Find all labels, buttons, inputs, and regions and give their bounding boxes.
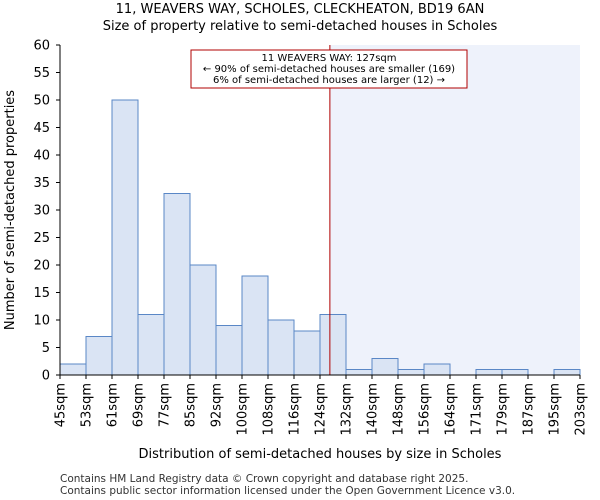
bar-69sqm bbox=[137, 314, 165, 376]
y-axis-label: Number of semi-detached properties bbox=[3, 90, 18, 330]
y-tick-label: 40 bbox=[33, 149, 50, 164]
x-tick-label: 124sqm bbox=[314, 383, 329, 436]
bar-61sqm bbox=[111, 99, 139, 376]
annotation-line-3: 6% of semi-detached houses are larger (1… bbox=[213, 75, 445, 86]
bar-132sqm bbox=[345, 369, 373, 376]
y-tick-label: 55 bbox=[33, 66, 50, 81]
bar-45sqm bbox=[59, 363, 87, 376]
x-tick-label: 187sqm bbox=[522, 383, 537, 436]
y-tick-label: 30 bbox=[33, 204, 50, 219]
chart-title: 11, WEAVERS WAY, SCHOLES, CLECKHEATON, B… bbox=[115, 2, 485, 17]
bar-171sqm bbox=[475, 369, 503, 376]
bar-85sqm bbox=[189, 264, 217, 376]
y-tick-label: 45 bbox=[33, 121, 50, 136]
bar-92sqm bbox=[215, 325, 243, 376]
bar-77sqm bbox=[163, 193, 191, 376]
x-tick-label: 69sqm bbox=[132, 383, 147, 427]
bar-53sqm bbox=[85, 336, 113, 376]
bar-124sqm bbox=[319, 314, 347, 376]
bar-116sqm bbox=[293, 330, 321, 376]
bar-148sqm bbox=[397, 369, 425, 376]
x-tick-label: 108sqm bbox=[262, 383, 277, 436]
y-tick-label: 5 bbox=[42, 341, 50, 356]
annotation-line-2: ← 90% of semi-detached houses are smalle… bbox=[203, 64, 455, 75]
x-tick-label: 77sqm bbox=[158, 383, 173, 427]
footer-copyright: Contains HM Land Registry data © Crown c… bbox=[60, 473, 469, 485]
bar-108sqm bbox=[267, 319, 295, 376]
annotation-box: 11 WEAVERS WAY: 127sqm ← 90% of semi-det… bbox=[190, 49, 468, 89]
larger-properties-region bbox=[329, 45, 580, 375]
x-tick-label: 195sqm bbox=[548, 383, 563, 436]
y-tick-label: 20 bbox=[33, 259, 50, 274]
x-tick-label: 61sqm bbox=[106, 383, 121, 427]
chart-subtitle: Size of property relative to semi-detach… bbox=[102, 19, 498, 34]
x-tick-label: 132sqm bbox=[340, 383, 355, 436]
x-tick-label: 156sqm bbox=[418, 383, 433, 436]
annotation-border bbox=[190, 49, 468, 89]
y-tick-label: 60 bbox=[33, 39, 50, 54]
bar-140sqm bbox=[371, 358, 399, 376]
x-tick-label: 100sqm bbox=[236, 383, 251, 436]
x-tick-label: 45sqm bbox=[54, 383, 69, 427]
x-tick-label: 85sqm bbox=[184, 383, 199, 427]
x-tick-label: 53sqm bbox=[80, 383, 95, 427]
y-tick-label: 50 bbox=[33, 94, 50, 109]
x-tick-label: 92sqm bbox=[210, 383, 225, 427]
x-tick-label: 148sqm bbox=[392, 383, 407, 436]
footer-licence: Contains public sector information licen… bbox=[60, 485, 516, 497]
x-axis-label: Distribution of semi-detached houses by … bbox=[139, 447, 502, 462]
x-tick-label: 203sqm bbox=[574, 383, 589, 436]
y-tick-label: 0 bbox=[42, 369, 50, 384]
x-tick-label: 171sqm bbox=[470, 383, 485, 436]
y-tick-label: 35 bbox=[33, 176, 50, 191]
x-tick-label: 140sqm bbox=[366, 383, 381, 436]
bar-179sqm bbox=[501, 369, 529, 376]
bar-100sqm bbox=[241, 275, 269, 376]
x-tick-label: 179sqm bbox=[496, 383, 511, 436]
y-tick-label: 25 bbox=[33, 231, 50, 246]
y-tick-label: 10 bbox=[33, 314, 50, 329]
bar-195sqm bbox=[553, 369, 581, 376]
x-tick-label: 164sqm bbox=[444, 383, 459, 436]
annotation-line-1: 11 WEAVERS WAY: 127sqm bbox=[261, 53, 396, 64]
y-tick-label: 15 bbox=[33, 286, 50, 301]
bar-156sqm bbox=[423, 363, 451, 376]
x-tick-label: 116sqm bbox=[288, 383, 303, 436]
